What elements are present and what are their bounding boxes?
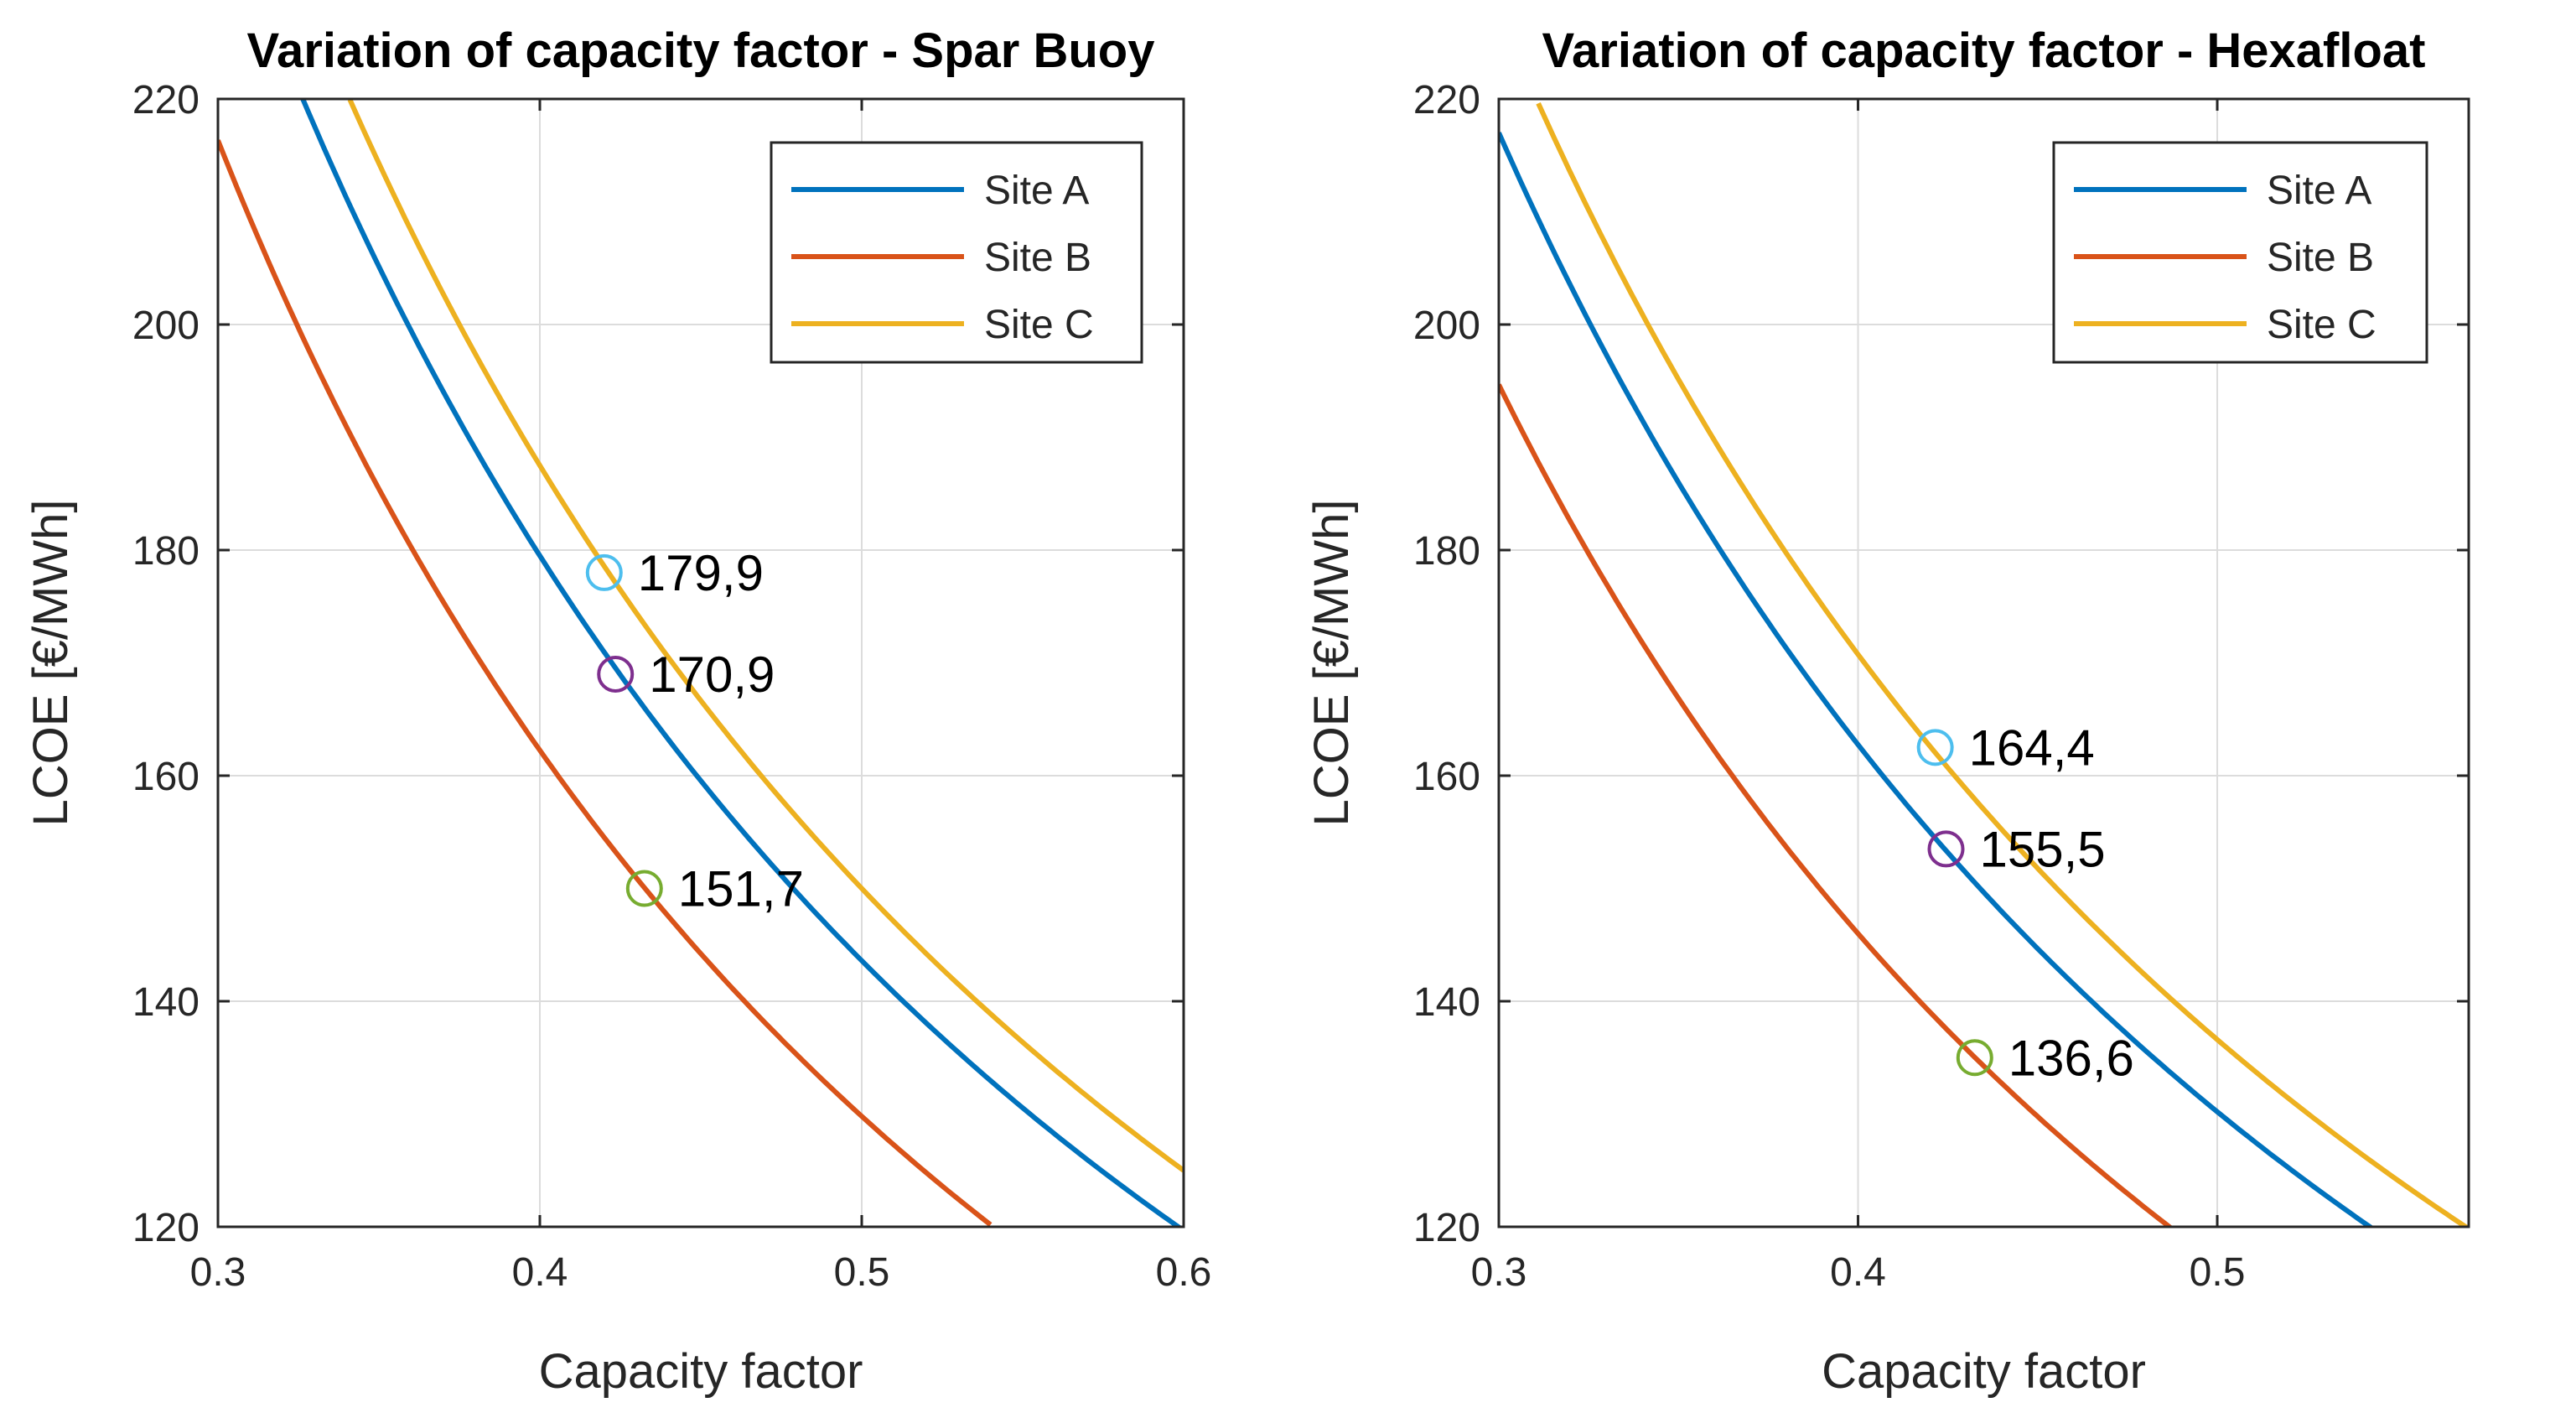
chart-title: Variation of capacity factor - Spar Buoy bbox=[247, 23, 1155, 78]
x-tick-label: 0.5 bbox=[2190, 1250, 2246, 1295]
series-line-site-c bbox=[347, 99, 1184, 1173]
y-tick-label: 140 bbox=[1413, 980, 1480, 1025]
marker-label: 151,7 bbox=[678, 861, 804, 917]
legend: Site A Site B Site C bbox=[2052, 141, 2428, 364]
series-line-site-a bbox=[299, 99, 1183, 1227]
x-tick-label: 0.5 bbox=[834, 1250, 890, 1295]
series-line-site-b bbox=[218, 139, 993, 1227]
axes-box bbox=[1497, 97, 2470, 1228]
x-tick-label: 0.6 bbox=[1156, 1250, 1212, 1295]
y-tick-label: 200 bbox=[132, 304, 200, 348]
y-tick-label: 120 bbox=[132, 1206, 200, 1250]
marker-circle bbox=[597, 655, 635, 693]
marker-circle bbox=[1927, 830, 1965, 868]
y-axis-label: LCOE [€/MWh] bbox=[1304, 500, 1359, 827]
axes-box bbox=[216, 97, 1185, 1228]
marker-label: 155,5 bbox=[1980, 821, 2106, 877]
marker-label: 179,9 bbox=[638, 545, 764, 601]
marker-circle bbox=[625, 870, 663, 907]
marker-label: 170,9 bbox=[649, 647, 775, 703]
x-tick-label: 0.3 bbox=[1471, 1250, 1527, 1295]
y-axis-label: LCOE [€/MWh] bbox=[23, 500, 78, 827]
chart-title: Variation of capacity factor - Hexafloat bbox=[1542, 23, 2426, 78]
legend-label: Site B bbox=[2267, 236, 2374, 280]
x-axis-label: Capacity factor bbox=[1822, 1344, 2146, 1399]
marker-circle bbox=[585, 553, 623, 591]
legend-label: Site C bbox=[984, 303, 1094, 347]
y-tick-label: 160 bbox=[1413, 755, 1480, 799]
legend-label: Site B bbox=[984, 236, 1091, 280]
marker-circle bbox=[1956, 1039, 1993, 1077]
y-tick-label: 180 bbox=[132, 529, 200, 574]
y-tick-label: 120 bbox=[1413, 1206, 1480, 1250]
series-line-site-c bbox=[1536, 101, 2469, 1227]
legend-label: Site A bbox=[2267, 169, 2371, 213]
y-tick-label: 140 bbox=[132, 980, 200, 1025]
y-tick-label: 220 bbox=[132, 78, 200, 122]
marker-label: 136,6 bbox=[2008, 1030, 2134, 1086]
series-line-site-b bbox=[1499, 383, 2173, 1227]
y-tick-label: 220 bbox=[1413, 78, 1480, 122]
x-tick-label: 0.3 bbox=[190, 1250, 246, 1295]
x-axis-label: Capacity factor bbox=[539, 1344, 863, 1399]
marker-circle bbox=[1916, 729, 1954, 766]
y-tick-label: 180 bbox=[1413, 529, 1480, 574]
chart-panel-2: 164,4 155,5 136,6 0.3 0.4 0.5 120 140 160 180 200 2… bbox=[1304, 23, 2470, 1399]
y-tick-label: 200 bbox=[1413, 304, 1480, 348]
legend-label: Site C bbox=[2267, 303, 2376, 347]
legend-label: Site A bbox=[984, 169, 1089, 213]
chart-panel-1: 179,9 170,9 151,7 0.3 0.4 0.5 0.6 120 140 160 180 2… bbox=[23, 23, 1211, 1399]
x-tick-label: 0.4 bbox=[1830, 1250, 1886, 1295]
marker-label: 164,4 bbox=[1969, 719, 2095, 776]
y-tick-label: 160 bbox=[132, 755, 200, 799]
x-tick-label: 0.4 bbox=[512, 1250, 568, 1295]
legend: Site A Site B Site C bbox=[770, 141, 1143, 364]
